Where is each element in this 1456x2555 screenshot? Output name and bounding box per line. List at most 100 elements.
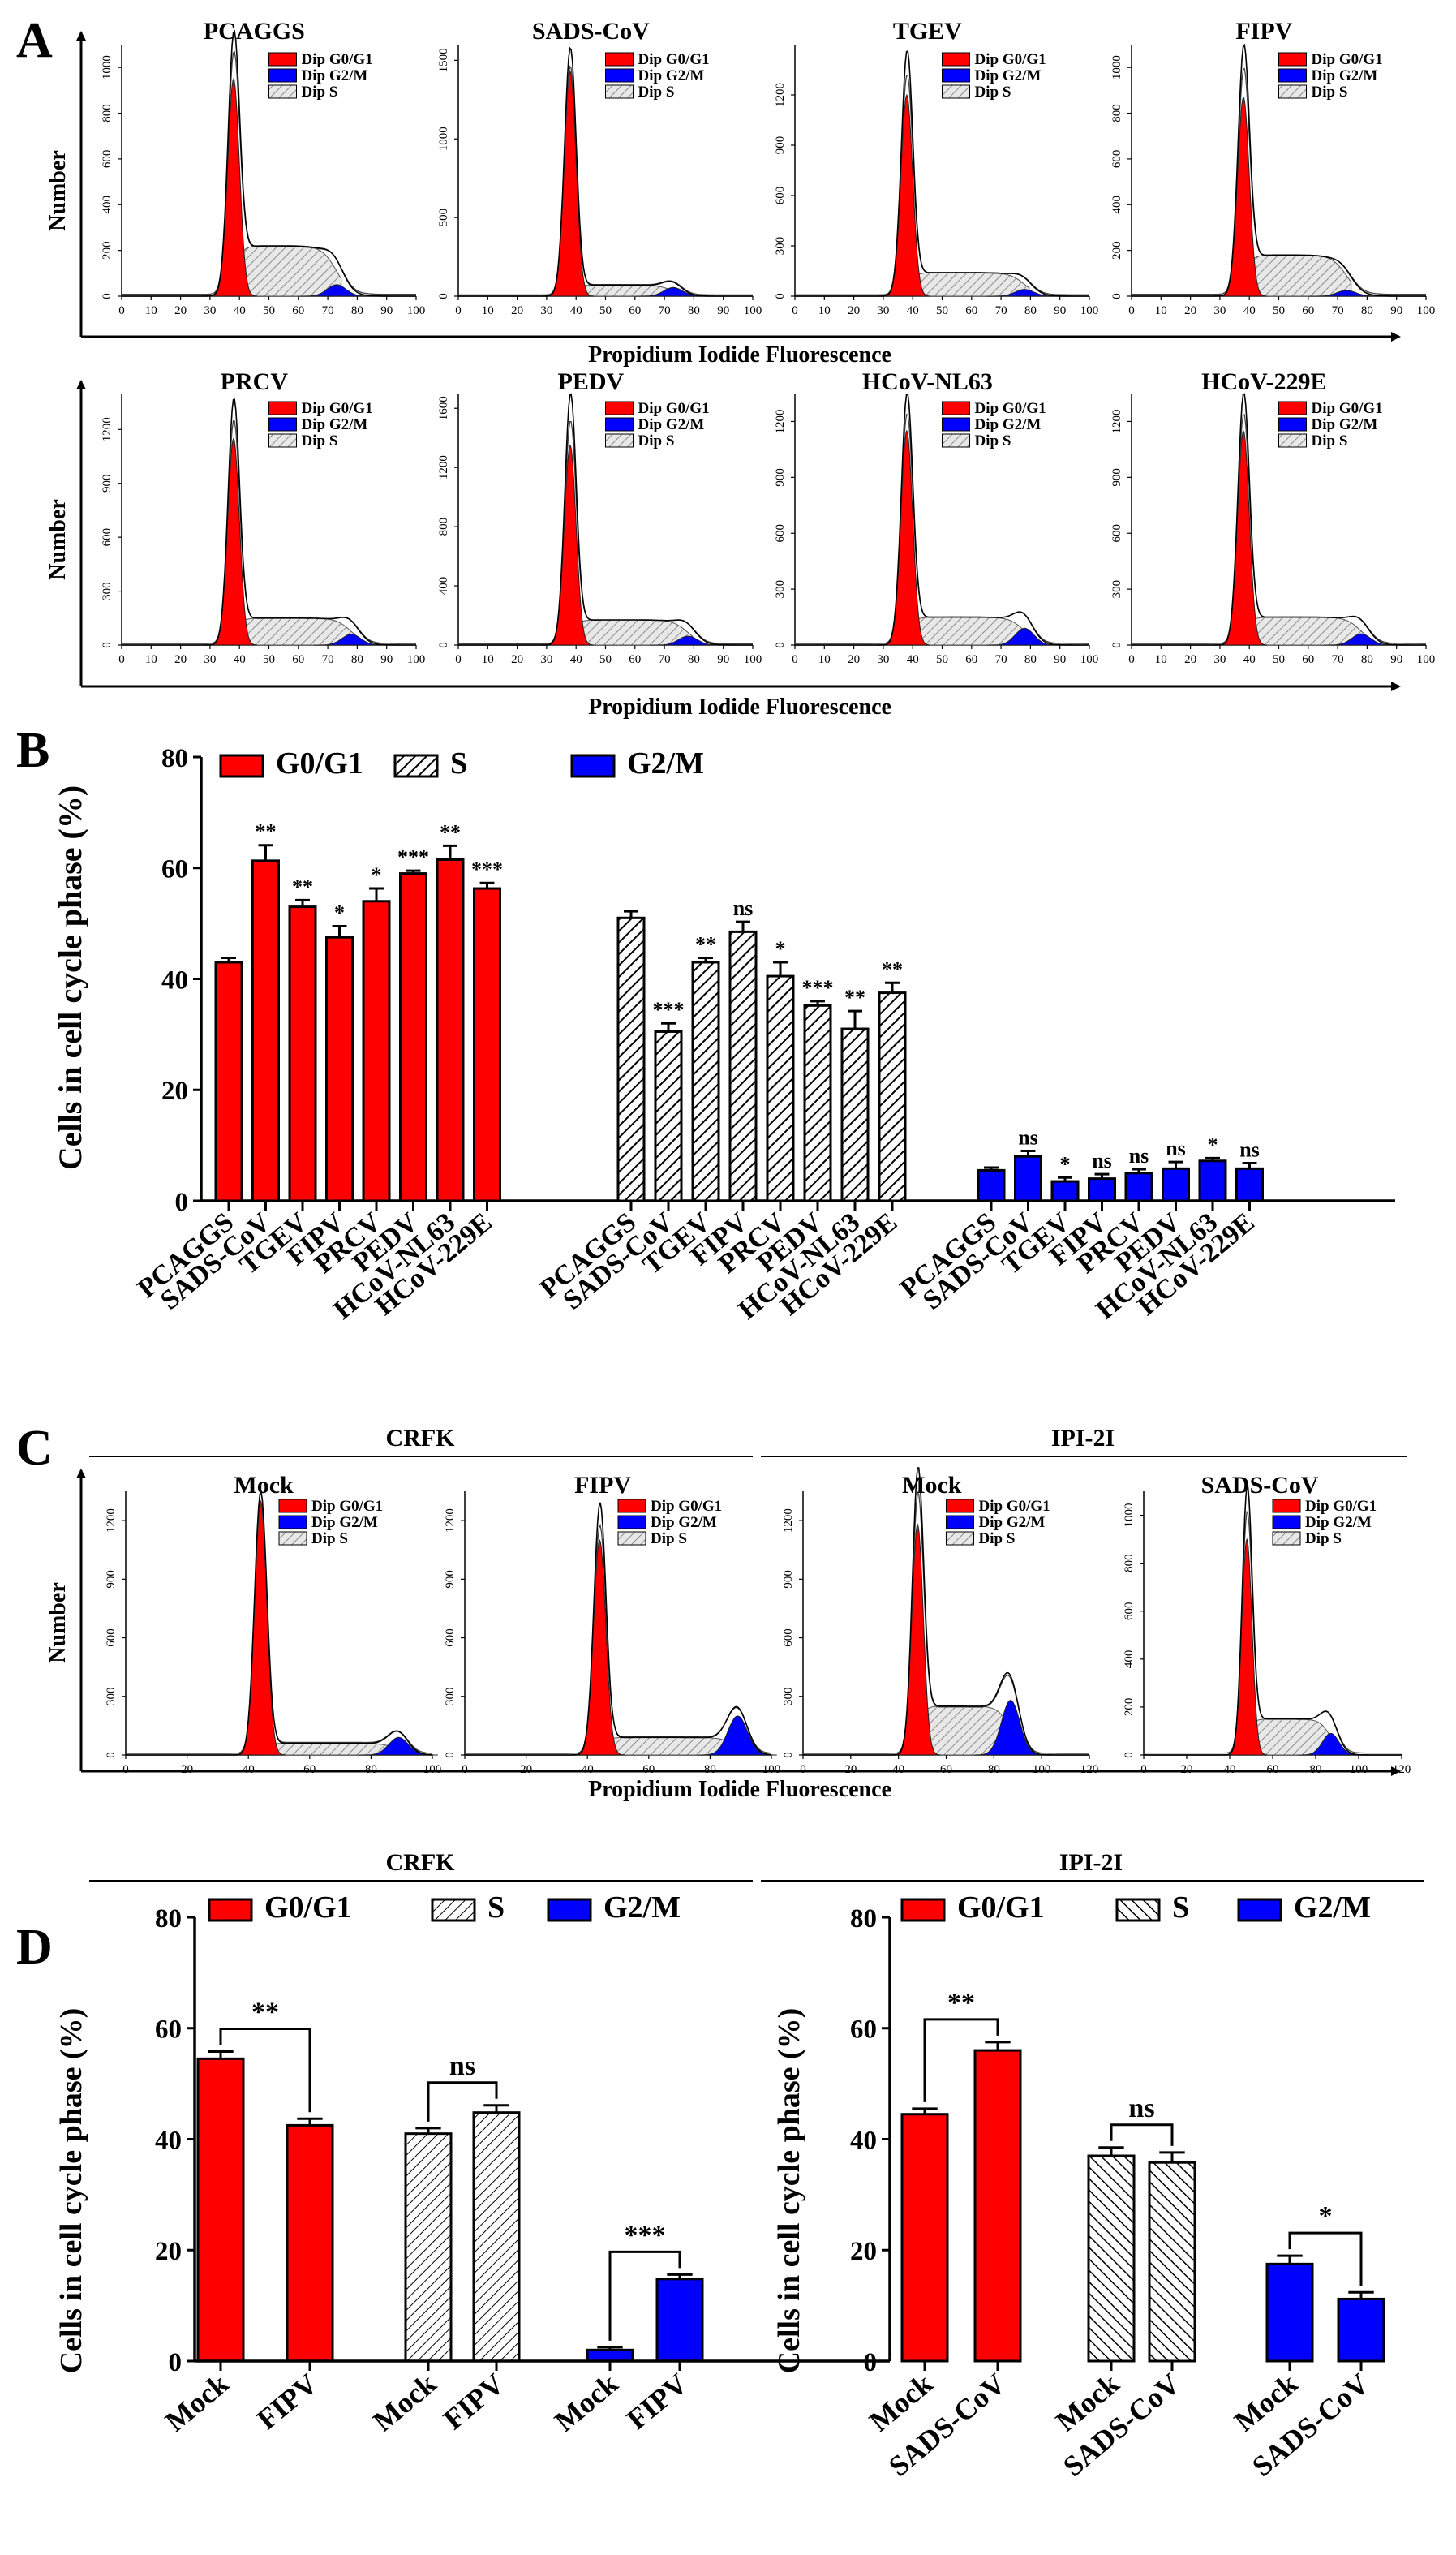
panel-label-d: D <box>16 1920 53 1975</box>
panel-d-left-y-tick-label: 80 <box>155 1904 182 1933</box>
panel-d-right-sig-label: ns <box>1128 2093 1154 2123</box>
hist-legend-swatch-s-c-3 <box>1272 1531 1301 1546</box>
hist-x-tick-label-c-1: 20 <box>520 1763 532 1776</box>
hist-legend-swatch-g2m-a-4 <box>268 417 297 432</box>
panel-label-a: A <box>16 13 53 68</box>
panel-b-legend-label-g2m: G2/M <box>627 746 704 781</box>
panel-b-bar-S-PCAGGS <box>616 916 646 1202</box>
panel-d-right-sig-label: * <box>1319 2201 1333 2231</box>
hist-x-tick-label-a-0: 40 <box>234 304 246 317</box>
hist-x-tick-label-a-0: 60 <box>292 304 304 317</box>
panel-d-right-legend-label-s: S <box>1172 1890 1189 1925</box>
panel-d-left-x-tick-label: Mock <box>159 2367 234 2437</box>
hist-y-tick-label-c-3: 200 <box>1123 1698 1136 1717</box>
hist-x-tick-label-a-0: 90 <box>380 304 393 317</box>
hist-legend-label-g0g1-a-6: Dip G0/G1 <box>975 400 1046 417</box>
hist-x-tick-label-a-6: 30 <box>877 653 889 666</box>
hist-x-tick-label-a-2: 90 <box>1054 304 1066 317</box>
panel-d-left-sig-label: ns <box>449 2051 475 2081</box>
hist-x-tick-label-c-1: 60 <box>642 1763 655 1776</box>
hist-y-tick-label-a-3: 600 <box>1110 150 1123 169</box>
hist-legend-label-g2m-a-1: Dip G2/M <box>638 67 705 84</box>
panel-b-sig-label: ** <box>292 875 313 898</box>
panel-d-left-legend: G0/G1 S G2/M <box>208 1890 681 1925</box>
panel-b-sig-label: *** <box>397 845 429 869</box>
hist-x-tick-label-a-6: 20 <box>848 653 860 666</box>
panel-d-left-y-title: Cells in cell cycle phase (%) <box>54 2008 88 2374</box>
panel-d-right-bar-G2/M-Mock <box>1265 2262 1314 2363</box>
hist-legend-label-g0g1-c-2: Dip G0/G1 <box>979 1498 1050 1515</box>
hist-legend-swatch-s-a-5 <box>605 433 634 448</box>
panel-label-b: B <box>16 723 49 778</box>
panel-b-y-tick-label: 0 <box>175 1188 189 1217</box>
hist-s-phase-area-a-3 <box>1243 254 1352 297</box>
hist-legend-swatch-g0g1-c-3 <box>1272 1499 1301 1513</box>
hist-legend-swatch-g0g1-c-2 <box>946 1499 974 1513</box>
hist-legend-swatch-g0g1-c-1 <box>617 1499 646 1513</box>
hist-title-c-3: SADS-CoV <box>1201 1472 1319 1499</box>
hist-x-tick-label-a-3: 0 <box>1128 304 1135 317</box>
panel-b-bar-G0/G1-HCoV-229E <box>473 887 501 1202</box>
hist-legend-swatch-g0g1-a-7 <box>1278 401 1307 415</box>
hist-x-tick-label-a-1: 30 <box>540 304 552 317</box>
hist-x-tick-label-a-6: 70 <box>995 653 1007 666</box>
hist-x-tick-label-a-3: 70 <box>1332 304 1344 317</box>
hist-legend-swatch-s-a-2 <box>942 84 970 99</box>
panel-b-y-tick-label: 40 <box>161 966 188 995</box>
hist-legend-swatch-s-a-1 <box>605 84 634 99</box>
hist-legend-swatch-g0g1-a-5 <box>605 401 634 415</box>
hist-x-tick-label-a-4: 90 <box>380 653 393 666</box>
panel-b-sig-label: *** <box>802 976 834 1000</box>
hist-legend-swatch-g2m-c-3 <box>1272 1515 1301 1529</box>
panel-d-left-sig-bracket <box>608 2250 681 2341</box>
hist-title-a-4: PRCV <box>221 368 289 395</box>
hist-g2m-peak-a-2 <box>986 289 1063 297</box>
hist-x-tick-label-a-6: 10 <box>818 653 831 666</box>
panel-d-right-sig-bracket <box>1288 2231 1363 2286</box>
hist-title-a-1: SADS-CoV <box>532 18 650 45</box>
hist-legend-swatch-g2m-a-1 <box>605 68 634 83</box>
hist-fit-curve-a-4 <box>122 419 416 644</box>
hist-data-curve-a-5 <box>458 393 753 646</box>
hist-y-tick-label-c-2: 900 <box>782 1570 795 1589</box>
panel-d-right-bar-chart: 020406080MockSADS-CoV**MockSADS-CoVnsMoc… <box>850 1904 1385 2483</box>
panel-b-bar-G0/G1-PRCV <box>362 900 391 1202</box>
panel-d-right-y-title: Cells in cell cycle phase (%) <box>772 2008 806 2374</box>
hist-s-phase-area-a-5 <box>569 619 694 646</box>
panel-d-right-bar-S-Mock <box>1087 2154 1136 2363</box>
hist-x-tick-label-a-7: 90 <box>1390 653 1402 666</box>
hist-y-tick-label-c-3: 600 <box>1123 1602 1136 1620</box>
panel-b-bar-S-PEDV <box>803 1004 832 1202</box>
panel-d-group-label-left: CRFK <box>386 1849 456 1876</box>
hist-legend-swatch-g2m-c-2 <box>946 1515 974 1529</box>
hist-y-tick-label-a-0: 0 <box>101 293 114 299</box>
panel-c-y-title: Number <box>45 1582 71 1663</box>
hist-legend-label-s-a-5: Dip S <box>638 432 675 449</box>
hist-x-tick-label-a-1: 100 <box>744 304 762 317</box>
hist-title-a-0: PCAGGS <box>204 18 305 45</box>
hist-legend-swatch-s-c-1 <box>617 1531 646 1546</box>
panel-b-legend-swatch-g0g1 <box>219 754 264 778</box>
hist-x-tick-label-a-4: 10 <box>145 653 157 666</box>
hist-x-tick-label-a-6: 0 <box>792 653 798 666</box>
hist-x-tick-label-a-1: 70 <box>659 304 671 317</box>
hist-fit-curve-a-2 <box>795 75 1089 295</box>
hist-x-tick-label-a-5: 0 <box>455 653 462 666</box>
hist-x-tick-label-c-2: 80 <box>988 1763 1000 1776</box>
panel-b-y-tick-label: 60 <box>161 855 188 884</box>
hist-title-c-1: FIPV <box>574 1472 631 1499</box>
panel-d-left-legend-swatch-g0g1 <box>208 1898 253 1922</box>
hist-x-tick-label-a-7: 70 <box>1332 653 1344 666</box>
hist-x-tick-label-a-2: 50 <box>936 304 948 317</box>
hist-x-tick-label-c-0: 100 <box>423 1763 442 1776</box>
hist-y-tick-label-a-0: 800 <box>101 104 114 123</box>
hist-y-tick-label-a-1: 500 <box>437 209 450 227</box>
hist-legend-swatch-s-a-3 <box>1278 84 1307 99</box>
panel-b-bar-S-TGEV <box>691 961 720 1202</box>
panel-c-group-label-right: IPI-2I <box>1051 1425 1115 1452</box>
panel-d-left-sig-label: *** <box>625 2220 666 2250</box>
hist-legend-swatch-g2m-a-2 <box>942 68 970 83</box>
panel-b-y-tick-label: 80 <box>161 744 188 773</box>
hist-y-tick-label-a-7: 1200 <box>1110 409 1123 433</box>
panel-d-right-bar-S-SADS-CoV <box>1148 2161 1196 2363</box>
